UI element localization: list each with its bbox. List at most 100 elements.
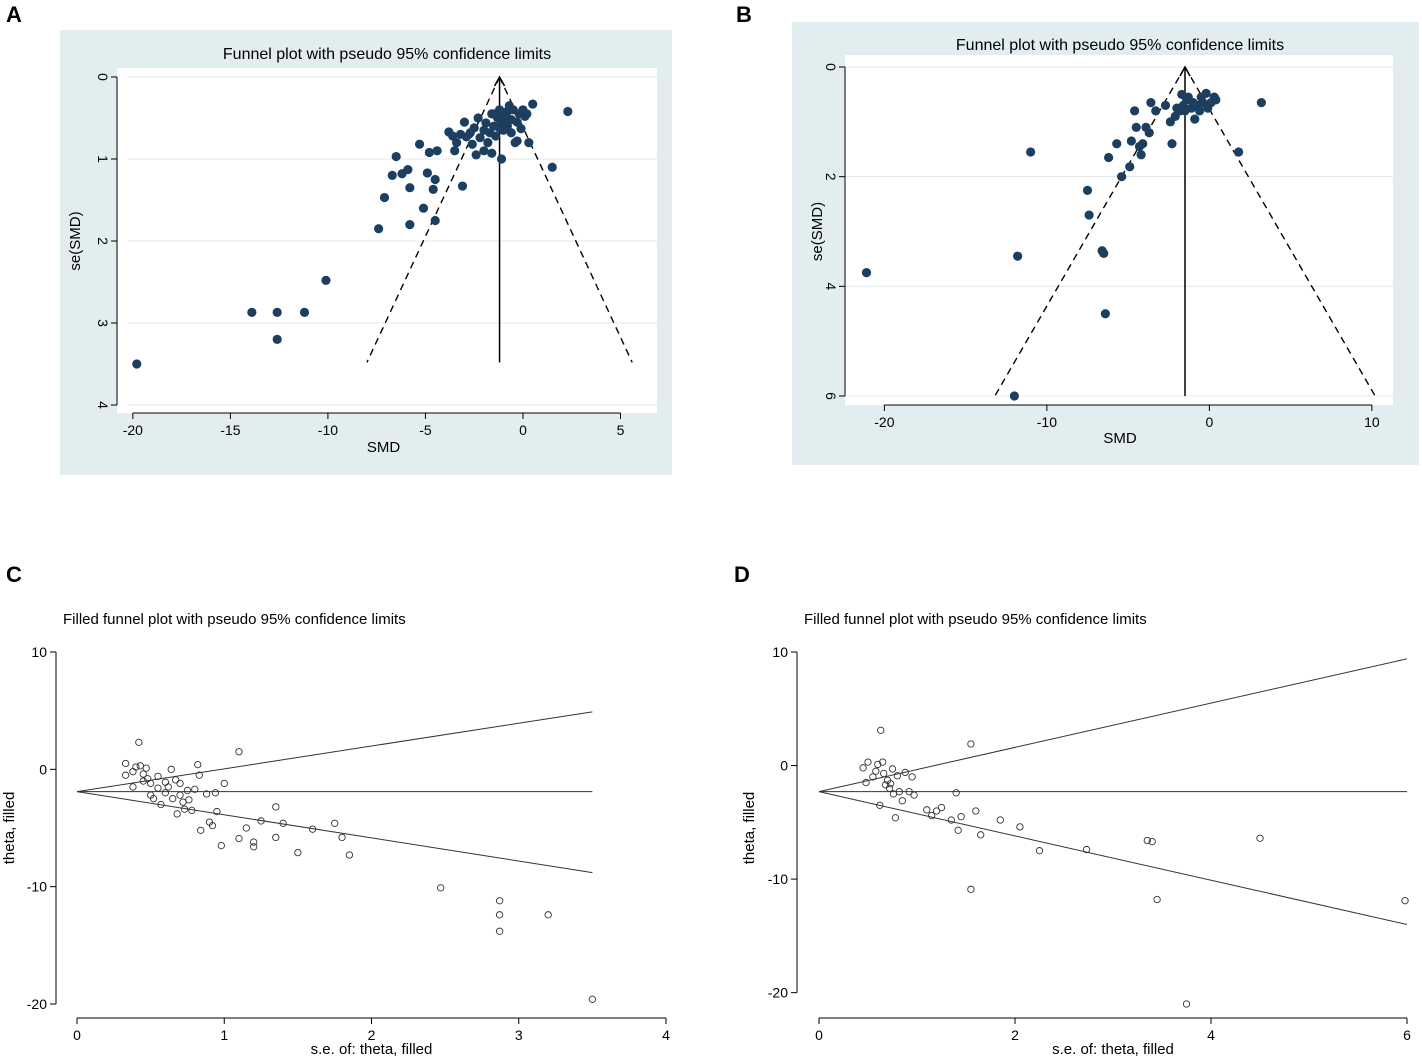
panel-c-study-point [191,785,199,793]
panel-c-study-point [146,779,155,788]
panel-a-study-point [471,150,481,160]
panel-a-y-tick-label: 4 [95,401,111,409]
panel-c-study-point [121,771,130,779]
panel-d-study-point [859,764,867,772]
panel-d-study-point [898,797,906,805]
panel-c-study-point [173,810,181,818]
panel-b-study-point [1195,106,1205,116]
panel-a-study-point [414,139,425,149]
panel-c-study-point [161,789,170,797]
panel-a-y-tick-label: 3 [95,319,111,327]
panel-b-study-point [1144,128,1154,138]
panel-c-study-point [172,776,180,784]
panel-d-study-point [879,758,887,766]
panel-b-study-point [1201,88,1211,98]
panel-d-study-point [1153,895,1161,904]
panel-a-study-point [432,146,442,156]
panel-c-study-point [220,779,228,788]
panel-c-y-tick-label: -20 [27,996,47,1012]
panel-d-study-point [910,791,918,799]
panel-a: A Funnel plot with pseudo 95% confidence… [6,2,672,475]
panel-b-study-point [1138,139,1148,149]
panel-b: B Funnel plot with pseudo 95% confidence… [736,2,1419,465]
panel-c-letter: C [6,562,22,587]
panel-a-study-point [457,181,468,191]
panel-c-study-point [345,851,354,859]
panel-a-letter: A [6,2,22,27]
panel-b-study-point [1234,147,1244,157]
panel-d-y-tick-label: -10 [768,871,788,887]
panel-a-study-point [321,275,331,285]
panel-d-study-point [947,816,955,824]
panel-d-study-point [877,726,885,734]
panel-c-study-point [250,838,258,846]
panel-c-study-point [194,760,202,769]
panel-a-study-point [496,154,507,164]
panel-d-study-point [893,772,902,780]
panel-d-x-tick-label: 4 [1207,1027,1215,1043]
panel-c-lower-confidence-line [76,791,593,874]
panel-b-study-point [1160,100,1171,110]
panel-c-study-point [495,927,504,935]
panel-d-y-tick-label: 0 [780,758,788,774]
panel-c-study-point [164,783,172,791]
panel-c-study-point [279,819,287,827]
panel-a-x-tick-label: -5 [419,422,432,438]
panel-d-study-point [885,784,894,792]
panel-b-study-point [1167,139,1177,149]
panel-d-study-point [1182,1000,1191,1008]
panel-c-study-point [213,807,221,816]
panel-c-study-point [176,791,184,799]
panel-d-study-point [996,816,1004,824]
panel-d-study-point [901,768,909,777]
panel-a-study-point [430,174,440,185]
panel-a-x-axis-label: SMD [367,439,401,456]
panel-c-study-point [195,771,203,779]
panel-a-y-tick-label: 1 [95,155,111,163]
panel-d-study-point [928,811,936,820]
panel-c-study-point [544,911,552,919]
panel-c-study-point [331,819,339,827]
panel-c-study-point [257,817,265,825]
panel-a-study-point [422,168,432,178]
panel-c-title: Filled funnel plot with pseudo 95% confi… [63,611,406,628]
panel-c-study-point [161,778,170,786]
panel-a-study-point [469,123,479,133]
panel-b-y-axis-label: se(SMD) [809,202,826,261]
panel-b-x-tick-label: -20 [874,414,894,430]
panel-b-y-tick-label: 2 [823,173,839,181]
panel-d-study-point [876,801,884,809]
panel-d-study-point [874,760,882,769]
panel-c-study-point [132,763,140,771]
panel-c-study-point [197,826,205,834]
panel-d-study-point [895,788,904,796]
panel-b-y-tick-label: 6 [823,392,839,400]
panel-d-study-point [967,885,975,893]
panel-b-chart: 0 2 4 6 -20 -10 0 10 SMD se(SMD) [809,63,1393,447]
panel-b-upper-confidence-limit [1184,66,1376,397]
panel-a-study-point [528,99,538,109]
panel-c-study-point [142,764,150,772]
panel-b-study-point [1256,98,1266,108]
panel-c-study-point [272,803,280,811]
panel-a-study-point [459,117,470,127]
panel-a-study-point [247,307,257,317]
panel-b-study-point [1190,114,1200,124]
panel-a-study-point [424,147,434,158]
panel-c-study-point [272,833,280,842]
panel-c-study-point [136,762,144,770]
panel-a-study-point [428,184,438,194]
panel-d-study-point [891,814,900,822]
panel-a-study-point [379,192,390,203]
panel-c-study-point [149,795,158,803]
panel-c-upper-confidence-line [76,711,593,793]
panel-a-study-point [547,162,557,172]
panel-a-study-point [489,109,499,119]
panel-d-letter: D [734,562,750,587]
panel-d-study-point [977,831,985,839]
panel-b-study-point [1112,139,1122,149]
panel-d-study-point [1148,837,1156,846]
panel-c-study-point [242,824,250,832]
panel-c-study-point [139,770,147,778]
